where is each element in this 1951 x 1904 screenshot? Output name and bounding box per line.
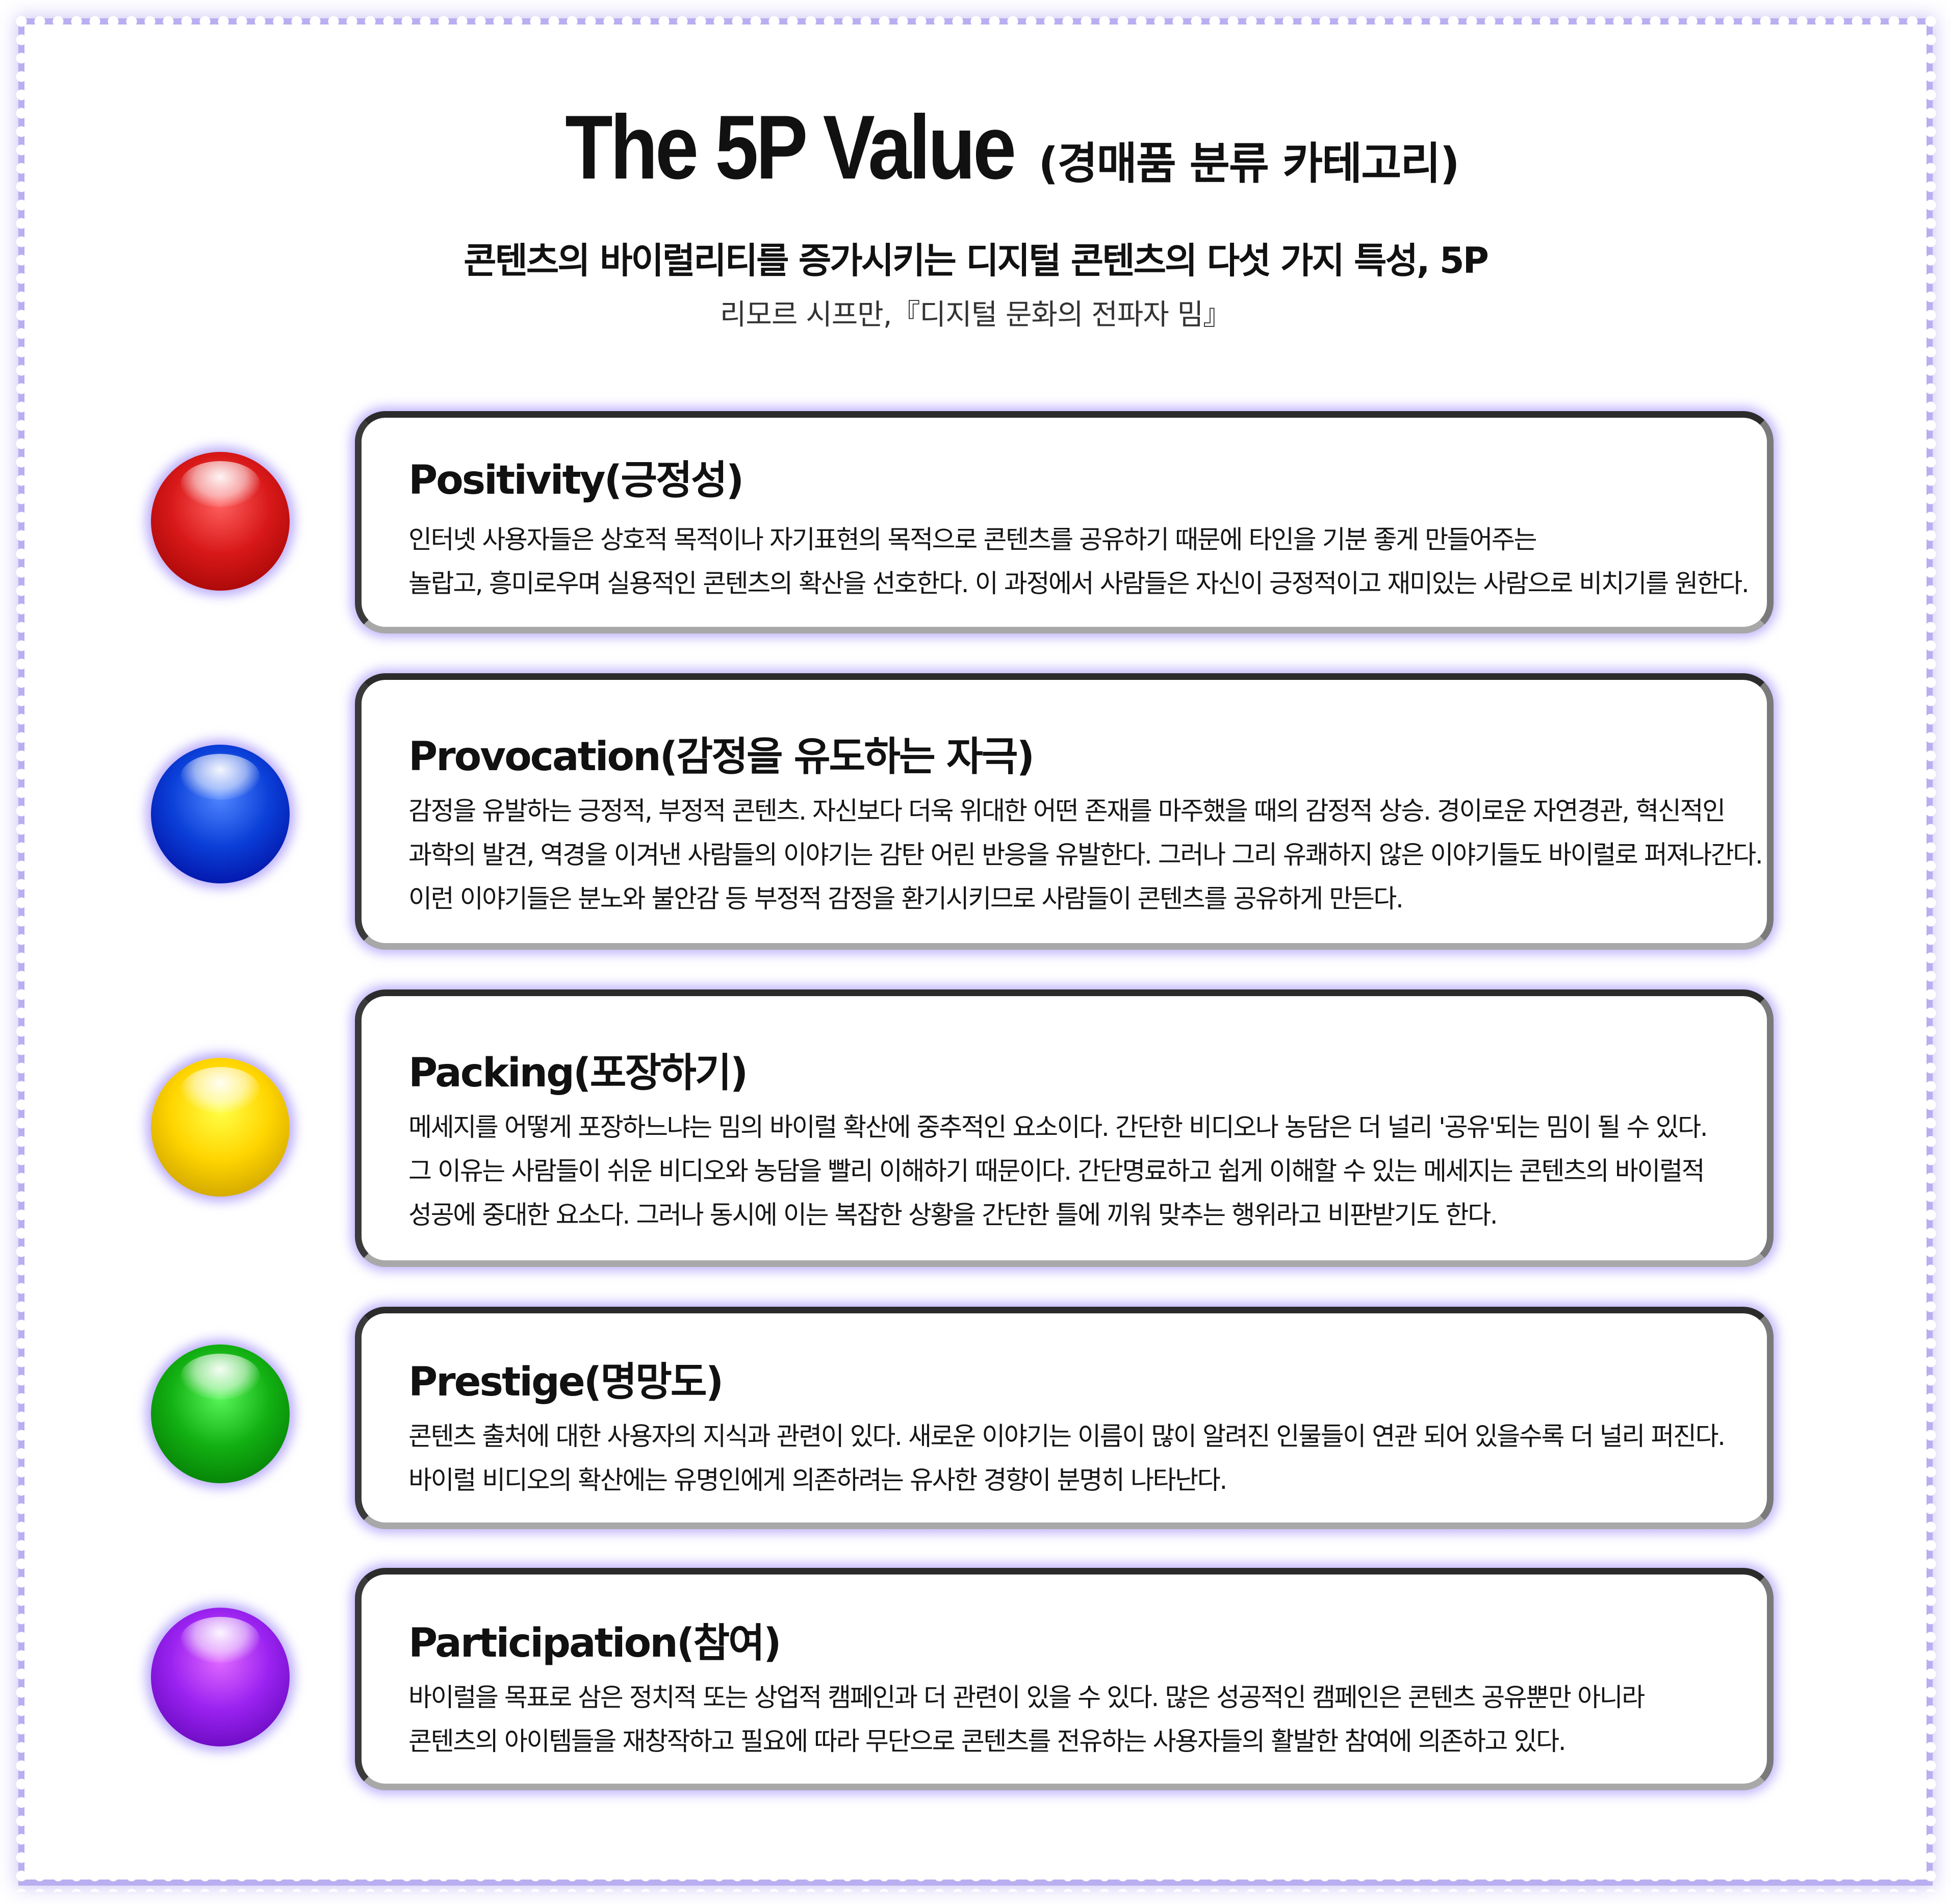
yellow-ball-icon [151, 1058, 290, 1197]
card-title: Participation(참여) [408, 1620, 782, 1666]
value-card: Positivity(긍정성) 인터넷 사용자들은 상호적 목적이나 자기표현의… [355, 411, 1774, 633]
card-line: 과학의 발견, 역경을 이겨낸 사람들의 이야기는 감탄 어린 반응을 유발한다… [408, 840, 1763, 870]
value-card: Packing(포장하기) 메세지를 어떻게 포장하느냐는 밈의 바이럴 확산에… [355, 989, 1774, 1267]
green-ball-icon [151, 1344, 290, 1483]
purple-ball-icon [151, 1608, 290, 1746]
card-line: 바이럴 비디오의 확산에는 유명인에게 의존하려는 유사한 경향이 분명히 나타… [408, 1465, 1227, 1495]
card-line: 성공에 중대한 요소다. 그러나 동시에 이는 복잡한 상황을 간단한 틀에 끼… [408, 1200, 1498, 1230]
card-body: 메세지를 어떻게 포장하느냐는 밈의 바이럴 확산에 중추적인 요소이다. 간단… [408, 1105, 1734, 1237]
card-body: 감정을 유발하는 긍정적, 부정적 콘텐츠. 자신보다 더욱 위대한 어떤 존재… [408, 789, 1763, 921]
blue-ball-icon [151, 745, 290, 883]
value-card: Prestige(명망도) 콘텐츠 출처에 대한 사용자의 지식과 관련이 있다… [355, 1307, 1774, 1529]
card-title: Prestige(명망도) [408, 1359, 724, 1405]
card-title: Provocation(감정을 유도하는 자극) [408, 734, 1035, 780]
card-line: 콘텐츠의 아이템들을 재창작하고 필요에 따라 무단으로 콘텐츠를 전유하는 사… [408, 1727, 1567, 1756]
stamp-frame [12, 12, 1939, 1892]
card-line: 바이럴을 목표로 삼은 정치적 또는 상업적 캠페인과 더 관련이 있을 수 있… [408, 1683, 1645, 1712]
card-body: 콘텐츠 출처에 대한 사용자의 지식과 관련이 있다. 새로운 이야기는 이름이… [408, 1414, 1734, 1502]
card-line: 콘텐츠 출처에 대한 사용자의 지식과 관련이 있다. 새로운 이야기는 이름이… [408, 1421, 1726, 1451]
page-title-category: (경매품 분류 카테고리) [1038, 138, 1460, 189]
title-row: The 5P Value (경매품 분류 카테고리) [0, 102, 1951, 193]
card-title: Positivity(긍정성) [408, 458, 744, 503]
card-line: 놀랍고, 흥미로우며 실용적인 콘텐츠의 확산을 선호한다. 이 과정에서 사람… [408, 569, 1750, 598]
card-line: 메세지를 어떻게 포장하느냐는 밈의 바이럴 확산에 중추적인 요소이다. 간단… [408, 1112, 1708, 1142]
card-title: Packing(포장하기) [408, 1050, 748, 1096]
card-line: 이런 이야기들은 분노와 불안감 등 부정적 감정을 환기시키므로 사람들이 콘… [408, 884, 1404, 913]
source-citation: 리모르 시프만,『디지털 문화의 전파자 밈』 [720, 298, 1231, 332]
page-subtitle: 콘텐츠의 바이럴리티를 증가시키는 디지털 콘텐츠의 다섯 가지 특성, 5P [464, 240, 1489, 282]
red-ball-icon [151, 452, 290, 591]
card-line: 그 이유는 사람들이 쉬운 비디오와 농담을 빨리 이해하기 때문이다. 간단명… [408, 1156, 1705, 1186]
card-line: 인터넷 사용자들은 상호적 목적이나 자기표현의 목적으로 콘텐츠를 공유하기 … [408, 525, 1537, 554]
card-body: 인터넷 사용자들은 상호적 목적이나 자기표현의 목적으로 콘텐츠를 공유하기 … [408, 518, 1750, 605]
value-card: Provocation(감정을 유도하는 자극) 감정을 유발하는 긍정적, 부… [355, 673, 1774, 950]
card-body: 바이럴을 목표로 삼은 정치적 또는 상업적 캠페인과 더 관련이 있을 수 있… [408, 1675, 1734, 1763]
value-card: Participation(참여) 바이럴을 목표로 삼은 정치적 또는 상업적… [355, 1568, 1774, 1790]
card-line: 감정을 유발하는 긍정적, 부정적 콘텐츠. 자신보다 더욱 위대한 어떤 존재… [408, 796, 1726, 826]
page-title: The 5P Value [565, 96, 1016, 198]
